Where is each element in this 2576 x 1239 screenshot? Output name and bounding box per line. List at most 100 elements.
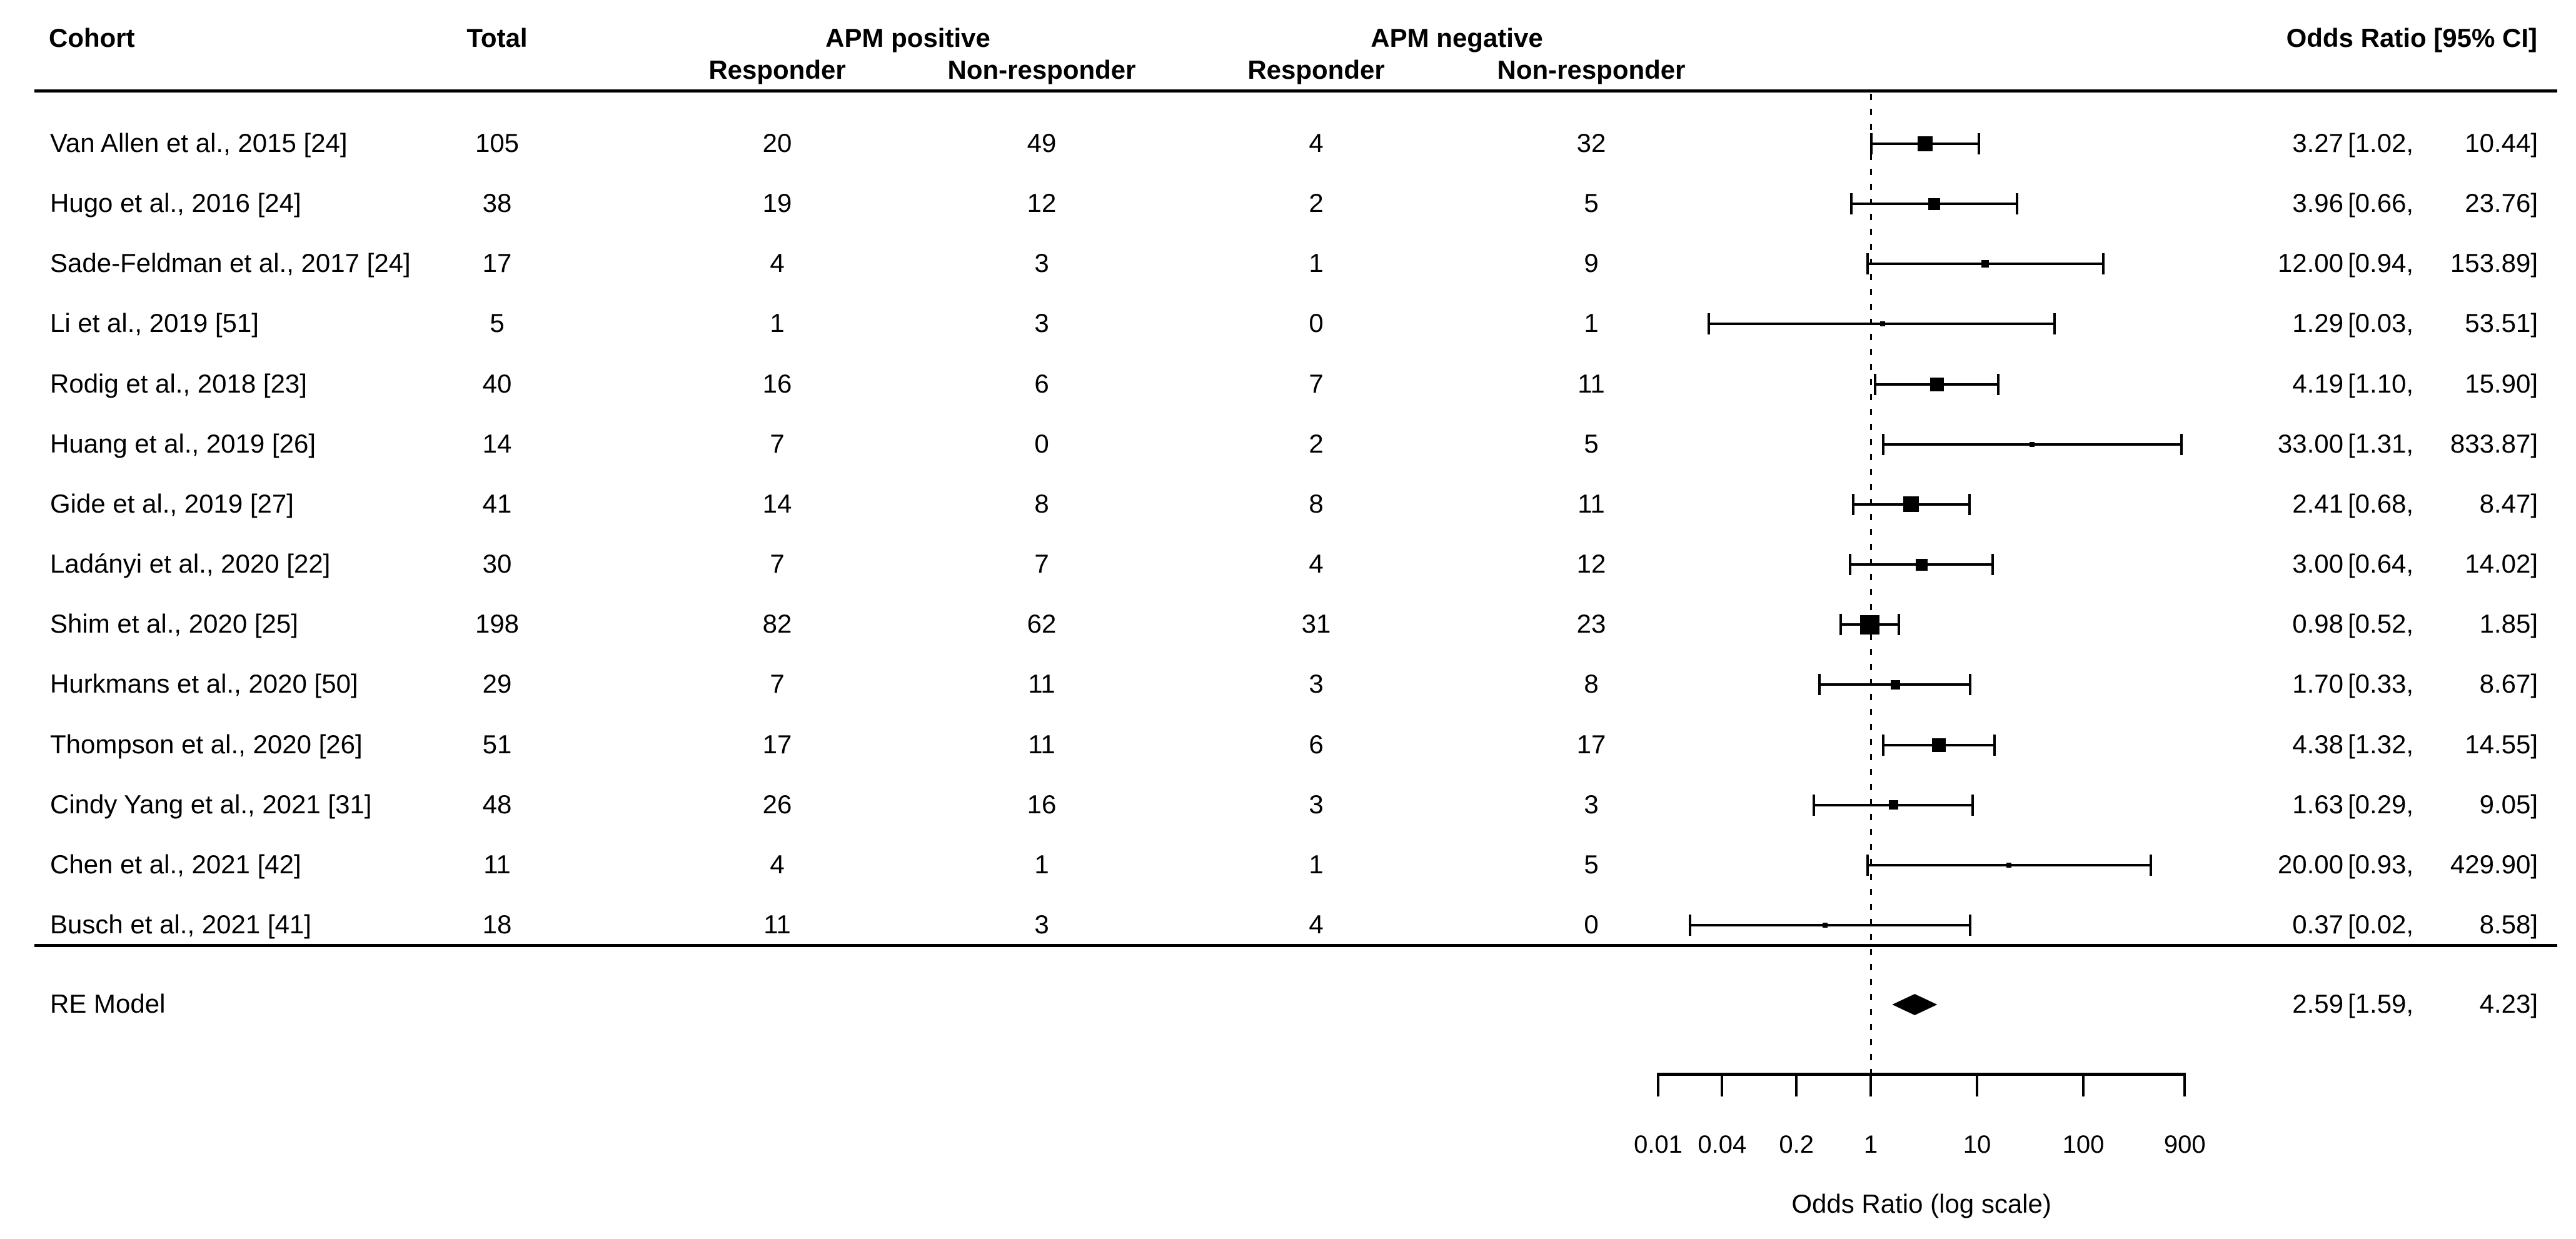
column-header-apm-neg-non-responder: Non-responder xyxy=(1497,55,1686,85)
or-estimate: 1.29 xyxy=(2292,308,2343,338)
study-total: 51 xyxy=(482,729,512,759)
study-apm-neg-non-responder: 17 xyxy=(1576,729,1606,759)
ci-cap-right xyxy=(1971,794,1974,816)
axis-tick xyxy=(1721,1073,1724,1096)
ci-cap-left xyxy=(1818,674,1821,696)
study-apm-neg-responder: 4 xyxy=(1309,549,1324,579)
or-estimate: 1.70 xyxy=(2292,669,2343,699)
ci-cap-left xyxy=(1866,854,1869,876)
or-ci-low: [1.10, xyxy=(2348,368,2414,398)
study-apm-neg-non-responder: 23 xyxy=(1576,609,1606,639)
study-label: Hugo et al., 2016 [24] xyxy=(50,188,301,218)
ci-cap-right xyxy=(1993,734,1996,756)
ci-cap-right xyxy=(2053,313,2056,335)
or-ci-low: [0.02, xyxy=(2348,910,2414,940)
study-label: Rodig et al., 2018 [23] xyxy=(50,368,307,398)
study-total: 30 xyxy=(482,549,512,579)
re-or-ci-low: [1.59, xyxy=(2348,989,2414,1019)
or-estimate: 3.27 xyxy=(2292,128,2343,158)
study-apm-pos-non-responder: 3 xyxy=(1034,308,1049,338)
ci-cap-right xyxy=(2015,193,2018,215)
study-apm-neg-responder: 1 xyxy=(1309,849,1324,879)
or-ci-high: 14.55] xyxy=(2465,729,2538,759)
study-apm-pos-non-responder: 49 xyxy=(1027,128,1057,158)
or-ci-high: 8.58] xyxy=(2479,910,2538,940)
or-ci-low: [0.03, xyxy=(2348,308,2414,338)
study-apm-pos-responder: 16 xyxy=(762,368,792,398)
or-marker xyxy=(1822,922,1828,928)
study-apm-neg-responder: 3 xyxy=(1309,789,1324,819)
ci-cap-left xyxy=(1849,554,1852,576)
study-label: Cindy Yang et al., 2021 [31] xyxy=(50,789,372,819)
study-apm-pos-non-responder: 6 xyxy=(1034,368,1049,398)
study-apm-pos-non-responder: 11 xyxy=(1028,669,1055,699)
or-marker xyxy=(1981,260,1990,268)
ci-cap-left xyxy=(1850,193,1853,215)
study-total: 41 xyxy=(482,489,512,519)
study-apm-pos-responder: 17 xyxy=(762,729,792,759)
ci-cap-right xyxy=(1968,914,1971,936)
study-apm-neg-non-responder: 32 xyxy=(1576,128,1606,158)
study-apm-pos-non-responder: 16 xyxy=(1027,789,1057,819)
study-apm-pos-responder: 14 xyxy=(762,489,792,519)
study-apm-neg-responder: 0 xyxy=(1309,308,1324,338)
ci-cap-left xyxy=(1874,373,1877,395)
or-marker xyxy=(1932,738,1946,752)
or-marker xyxy=(1860,614,1879,635)
ci-cap-left xyxy=(1882,734,1885,756)
study-apm-pos-responder: 26 xyxy=(762,789,792,819)
ci-line xyxy=(1690,923,1970,926)
study-apm-pos-responder: 7 xyxy=(770,669,785,699)
study-apm-pos-non-responder: 8 xyxy=(1034,489,1049,519)
study-apm-neg-non-responder: 3 xyxy=(1584,789,1599,819)
or-ci-high: 1.85] xyxy=(2479,609,2538,639)
study-apm-pos-non-responder: 0 xyxy=(1034,428,1049,458)
study-apm-neg-responder: 2 xyxy=(1309,188,1324,218)
ci-cap-left xyxy=(1689,914,1692,936)
or-marker xyxy=(1903,496,1919,513)
axis-tick xyxy=(2183,1073,2186,1096)
study-apm-pos-responder: 7 xyxy=(770,428,785,458)
study-apm-pos-responder: 82 xyxy=(762,609,792,639)
ci-cap-right xyxy=(1898,614,1901,636)
study-apm-pos-responder: 1 xyxy=(770,308,785,338)
study-apm-pos-non-responder: 12 xyxy=(1027,188,1057,218)
or-marker xyxy=(1888,800,1898,810)
study-total: 14 xyxy=(482,428,512,458)
ci-cap-right xyxy=(1968,493,1971,515)
study-label: Gide et al., 2019 [27] xyxy=(50,489,294,519)
or-estimate: 3.96 xyxy=(2292,188,2343,218)
or-ci-low: [0.29, xyxy=(2348,789,2414,819)
or-ci-low: [0.93, xyxy=(2348,849,2414,879)
study-apm-neg-responder: 1 xyxy=(1309,248,1324,278)
or-estimate: 4.19 xyxy=(2292,368,2343,398)
or-marker xyxy=(1915,558,1928,571)
study-apm-neg-non-responder: 5 xyxy=(1584,428,1599,458)
study-apm-pos-non-responder: 11 xyxy=(1028,729,1055,759)
ci-cap-left xyxy=(1812,794,1815,816)
study-apm-neg-non-responder: 9 xyxy=(1584,248,1599,278)
column-header-cohort: Cohort xyxy=(49,23,135,53)
or-ci-high: 10.44] xyxy=(2465,128,2538,158)
study-apm-neg-non-responder: 5 xyxy=(1584,849,1599,879)
or-ci-high: 833.87] xyxy=(2450,428,2538,458)
study-label: Ladányi et al., 2020 [22] xyxy=(50,549,331,579)
or-ci-low: [0.66, xyxy=(2348,188,2414,218)
or-ci-high: 429.90] xyxy=(2450,849,2538,879)
re-or-ci-high: 4.23] xyxy=(2479,989,2538,1019)
study-total: 38 xyxy=(482,188,512,218)
or-ci-high: 8.47] xyxy=(2479,489,2538,519)
study-apm-pos-responder: 20 xyxy=(762,128,792,158)
or-estimate: 12.00 xyxy=(2277,248,2343,278)
study-apm-neg-responder: 8 xyxy=(1309,489,1324,519)
ci-cap-left xyxy=(1881,433,1884,455)
or-estimate: 0.98 xyxy=(2292,609,2343,639)
ci-cap-right xyxy=(2149,854,2152,876)
axis-tick-label: 10 xyxy=(1963,1131,1991,1159)
axis-tick-label: 100 xyxy=(2062,1131,2105,1159)
study-label: Li et al., 2019 [51] xyxy=(50,308,259,338)
re-or-estimate: 2.59 xyxy=(2292,989,2343,1019)
or-ci-high: 153.89] xyxy=(2450,248,2538,278)
study-apm-neg-non-responder: 11 xyxy=(1577,368,1605,398)
ci-cap-left xyxy=(1851,493,1854,515)
